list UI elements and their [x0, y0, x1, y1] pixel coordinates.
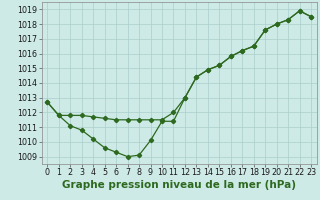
X-axis label: Graphe pression niveau de la mer (hPa): Graphe pression niveau de la mer (hPa) — [62, 180, 296, 190]
